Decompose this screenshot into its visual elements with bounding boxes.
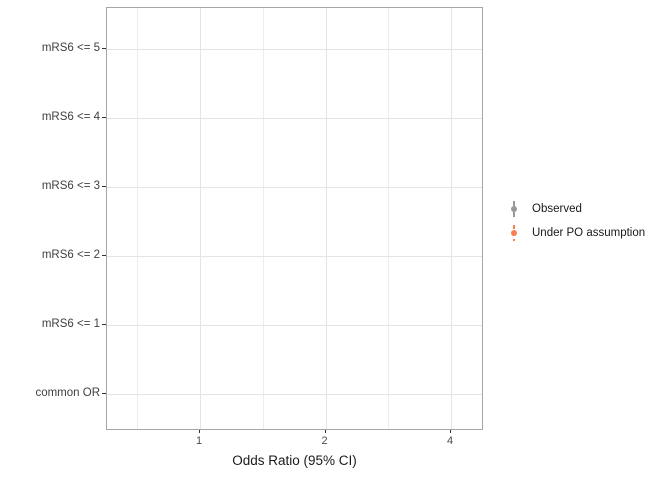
- plot-panel: [106, 7, 483, 430]
- y-axis-label: mRS6 <= 3: [41, 180, 100, 192]
- y-axis-label: mRS6 <= 2: [41, 249, 100, 261]
- y-axis-label: mRS6 <= 5: [41, 42, 100, 54]
- y-tick-mark: [102, 393, 106, 394]
- legend: Observed Under PO assumption: [505, 197, 645, 245]
- reference-line-or-1: [199, 8, 201, 429]
- point-observed: [337, 319, 343, 325]
- legend-label-observed: Observed: [532, 203, 582, 215]
- x-tick-label: 1: [195, 435, 203, 447]
- x-axis-title: Odds Ratio (95% CI): [232, 453, 357, 468]
- x-tick-label: 4: [446, 435, 454, 447]
- y-axis-label: mRS6 <= 4: [41, 111, 100, 123]
- major-gridline: [325, 8, 327, 429]
- x-tick-mark: [450, 430, 451, 433]
- major-gridline: [200, 8, 201, 429]
- errorbar-solid-key-icon: [505, 200, 523, 218]
- point-observed: [206, 43, 212, 49]
- row-gridline: [107, 187, 482, 188]
- point-po: [287, 189, 294, 196]
- y-axis-label: mRS6 <= 1: [41, 318, 100, 330]
- errorbar-dashed-key-icon: [505, 224, 523, 242]
- legend-label-po: Under PO assumption: [532, 227, 646, 239]
- y-tick-mark: [102, 324, 106, 325]
- legend-item-po: Under PO assumption: [505, 221, 645, 245]
- minor-gridline: [388, 8, 390, 429]
- point-observed: [260, 112, 266, 118]
- x-tick-mark: [199, 430, 200, 433]
- x-tick-label: 2: [321, 435, 328, 447]
- major-gridline: [451, 8, 452, 429]
- point-observed: [310, 181, 316, 187]
- row-gridline: [107, 256, 482, 257]
- y-axis-label: common OR: [35, 387, 100, 399]
- row-gridline: [107, 49, 482, 50]
- row-gridline: [107, 118, 482, 119]
- x-tick-mark: [324, 430, 326, 433]
- point-po: [287, 258, 294, 265]
- point-po: [287, 51, 294, 58]
- row-gridline: [107, 325, 482, 326]
- y-tick-mark: [102, 255, 106, 256]
- point-observed: [327, 250, 333, 256]
- point-po: [287, 391, 294, 398]
- minor-gridline: [262, 8, 264, 429]
- row-gridline: [107, 394, 482, 395]
- point-po: [287, 327, 294, 334]
- y-tick-mark: [102, 117, 106, 118]
- y-tick-mark: [102, 48, 106, 49]
- minor-gridline: [137, 8, 139, 429]
- y-tick-mark: [102, 186, 106, 187]
- legend-item-observed: Observed: [505, 197, 645, 221]
- point-po: [287, 120, 294, 127]
